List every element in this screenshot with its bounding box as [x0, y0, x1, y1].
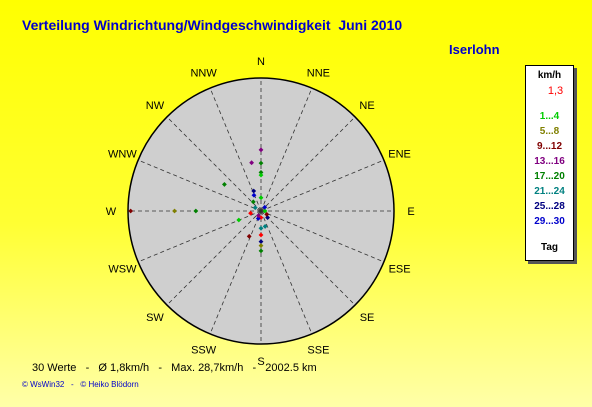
legend: km/h 1,3 1...4 5...8 9...12 13...16 17...20 21…: [525, 65, 574, 261]
wind-point-8: [222, 182, 227, 187]
legend-entry-0: 1,3: [547, 85, 564, 97]
wind-point-21: [258, 239, 264, 244]
wind-point-28: [258, 195, 264, 201]
legend-entry-5: 17...20: [534, 171, 565, 182]
direction-labels: N NNE NE ENE E ESE SE SSE S SSW SW WSW W WNW NW NNW: [106, 56, 415, 368]
grid-line-wnw: [137, 159, 262, 212]
grid-line-ene: [260, 159, 385, 212]
wind-point-23: [258, 248, 264, 254]
location-label: Iserlohn: [449, 42, 500, 57]
wind-point-3: [258, 172, 264, 178]
wind-point-14: [265, 215, 270, 220]
wind-point-20: [246, 233, 252, 239]
legend-entry-6: 21...24: [534, 186, 565, 197]
wind-point-0: [258, 147, 264, 153]
direction-label-nne: NNE: [307, 67, 330, 79]
wind-point-13: [248, 210, 253, 216]
wind-point-9: [128, 208, 134, 214]
direction-label-se: SE: [360, 312, 375, 324]
legend-footer: Tag: [540, 242, 559, 253]
direction-label-ne: NE: [359, 100, 374, 112]
wind-points: [128, 147, 270, 254]
grid-line-sw: [166, 210, 262, 306]
direction-label-wsw: WSW: [108, 263, 137, 275]
wind-point-25: [262, 208, 268, 214]
wind-point-10: [172, 208, 177, 214]
copyright-line: © WsWin32 - © Heiko Blödorn: [22, 380, 139, 389]
legend-entry-8: 29...30: [534, 216, 565, 227]
wind-point-6: [251, 192, 257, 198]
grid-line-ssw: [209, 210, 262, 335]
wind-point-11: [193, 208, 199, 214]
legend-header: km/h: [537, 70, 562, 81]
wind-point-5: [251, 188, 257, 194]
direction-label-ene: ENE: [388, 149, 411, 161]
legend-entry-2: 5...8: [539, 126, 560, 137]
direction-label-w: W: [106, 206, 117, 218]
direction-label-wnw: WNW: [108, 149, 137, 161]
direction-label-s: S: [257, 356, 264, 368]
direction-label-nw: NW: [146, 100, 165, 112]
wind-point-18: [258, 225, 264, 231]
wind-rose-grid: [128, 78, 394, 344]
direction-label-nnw: NNW: [190, 67, 217, 79]
direction-label-ese: ESE: [389, 263, 411, 275]
wind-point-1: [258, 160, 264, 166]
direction-label-e: E: [407, 206, 414, 218]
grid-line-ese: [260, 210, 385, 263]
wind-point-2: [258, 170, 264, 175]
wind-point-19: [258, 232, 264, 238]
wind-point-22: [258, 243, 264, 248]
legend-entry-7: 25...28: [534, 201, 565, 212]
direction-label-sse: SSE: [307, 345, 329, 357]
direction-label-ssw: SSW: [191, 345, 217, 357]
wind-point-17: [255, 216, 261, 221]
wind-point-12: [236, 217, 242, 223]
legend-entry-1: 1...4: [539, 111, 560, 122]
grid-line-nne: [260, 87, 313, 212]
grid-line-nw: [166, 116, 262, 212]
wind-point-24: [262, 224, 268, 229]
grid-line-sse: [260, 210, 313, 335]
wind-point-4: [249, 160, 255, 166]
grid-line-se: [260, 210, 356, 306]
statistics-line: 30 Werte - Ø 1,8km/h - Max. 28,7km/h - 2…: [32, 362, 317, 374]
grid-line-ne: [260, 116, 356, 212]
wind-point-16: [258, 215, 264, 221]
legend-entry-4: 13...16: [534, 156, 565, 167]
wind-point-15: [264, 211, 270, 217]
wind-point-26: [262, 204, 268, 210]
legend-entry-3: 9...12: [536, 141, 563, 152]
wind-point-7: [250, 199, 256, 205]
wind-point-27: [252, 205, 258, 211]
direction-label-n: N: [257, 56, 265, 68]
wind-point-29: [255, 213, 261, 219]
direction-label-sw: SW: [146, 312, 164, 324]
chart-title: Verteilung Windrichtung/Windgeschwindigk…: [22, 17, 403, 33]
